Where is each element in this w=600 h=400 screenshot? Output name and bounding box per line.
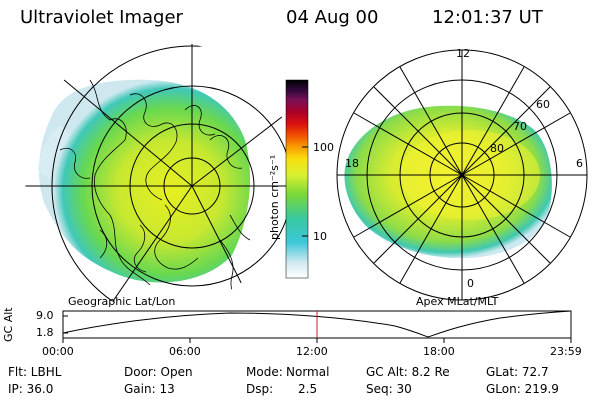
altitude-plot — [62, 310, 572, 343]
apex-map — [336, 49, 588, 301]
colorbar — [285, 79, 309, 279]
apex-panel-label: Apex MLat/MLT — [416, 295, 499, 308]
date-label: 04 Aug 00 — [286, 7, 379, 28]
info-dsp-label: Dsp: — [246, 382, 274, 396]
info-ip: IP: 36.0 — [8, 382, 54, 396]
time-tick-2359: 23:59 — [550, 345, 582, 358]
coastlines — [59, 79, 251, 306]
colorbar-tick-100: 100 — [313, 141, 334, 154]
geo-panel-label: Geographic Lat/Lon — [68, 295, 176, 308]
geographic-map — [25, 40, 295, 310]
info-dsp-value: 2.5 — [298, 382, 318, 396]
time-label: 12:01:37 UT — [432, 7, 543, 28]
mlat-label-80: 80 — [490, 142, 504, 155]
altitude-ytick-9: 9.0 — [36, 309, 54, 322]
mlt-label-18: 18 — [345, 157, 359, 170]
colorbar-unit: photon cm⁻²s⁻¹ — [268, 154, 281, 240]
info-mode-label: Mode: — [246, 365, 283, 379]
info-flt: Flt: LBHL — [8, 365, 62, 379]
time-tick-1800: 18:00 — [423, 345, 455, 358]
time-tick-0600: 06:00 — [169, 345, 201, 358]
time-tick-0000: 00:00 — [42, 345, 74, 358]
info-mode-value: Normal — [286, 365, 330, 379]
altitude-ylabel: GC Alt — [2, 307, 15, 342]
time-tick-1200: 12:00 — [296, 345, 328, 358]
altitude-ytick-1-8: 1.8 — [36, 326, 54, 339]
info-gcalt: GC Alt: 8.2 Re — [366, 365, 450, 379]
colorbar-tick-10: 10 — [313, 230, 327, 243]
mlt-label-0: 0 — [467, 277, 474, 290]
info-seq: Seq: 30 — [366, 382, 412, 396]
info-door: Door: Open — [124, 365, 193, 379]
info-glon: GLon: 219.9 — [486, 382, 559, 396]
altitude-curve — [62, 310, 572, 338]
geo-aurora-image — [38, 79, 251, 283]
instrument-title: Ultraviolet Imager — [20, 7, 183, 28]
mlt-label-12: 12 — [456, 47, 470, 60]
info-gain: Gain: 13 — [124, 382, 175, 396]
mlt-label-6: 6 — [576, 157, 583, 170]
info-glat: GLat: 72.7 — [486, 365, 549, 379]
mlat-label-60: 60 — [536, 98, 550, 111]
mlat-label-70: 70 — [513, 120, 527, 133]
